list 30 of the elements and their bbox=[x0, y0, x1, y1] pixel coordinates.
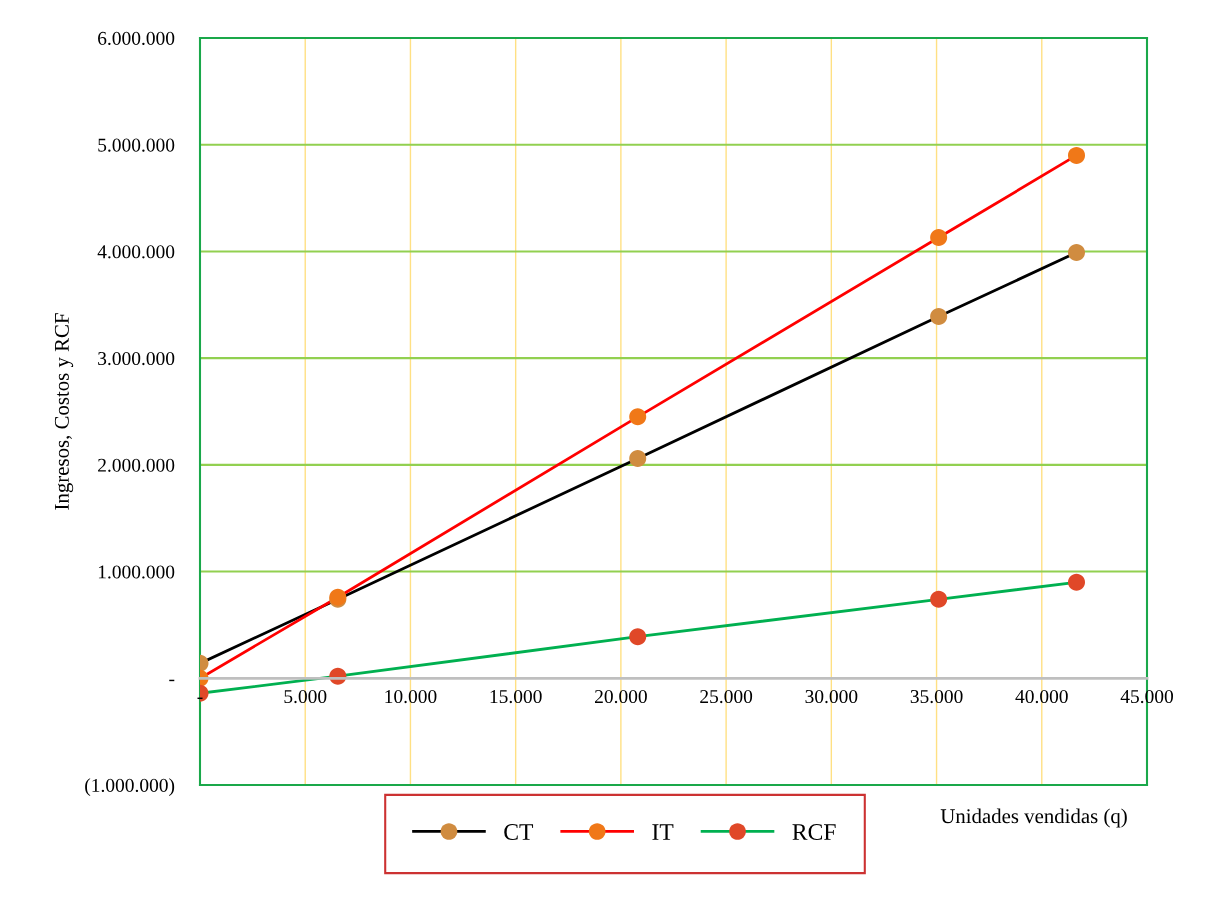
x-tick-label: 35.000 bbox=[910, 689, 963, 704]
y-tick-label: 4.000.000 bbox=[97, 245, 175, 259]
point bbox=[1068, 573, 1086, 591]
y-axis-title: Ingresos, Costos y RCF bbox=[54, 313, 74, 510]
point bbox=[930, 229, 948, 247]
point bbox=[1068, 243, 1086, 261]
legend-label: IT bbox=[652, 824, 674, 840]
y-tick-label: 1.000.000 bbox=[98, 565, 175, 579]
x-axis-title: Unidades vendidas (q) bbox=[940, 808, 1127, 828]
y-tick-label: 5.000.000 bbox=[98, 138, 175, 152]
point bbox=[629, 628, 647, 646]
x-tick-label: 25.000 bbox=[700, 689, 753, 704]
x-tick-label: 30.000 bbox=[805, 689, 858, 704]
legend-label: RCF bbox=[792, 824, 836, 840]
x-tick-label: 10.000 bbox=[385, 689, 437, 704]
y-tick-label: 6.000.000 bbox=[98, 31, 175, 46]
point bbox=[629, 408, 647, 426]
x-tick-label: 5.000 bbox=[284, 689, 327, 704]
x-tick-label: 40.000 bbox=[1015, 689, 1068, 704]
point bbox=[629, 449, 647, 467]
y-tick-label: - bbox=[169, 679, 175, 682]
x-tick-label: 15.000 bbox=[490, 689, 542, 704]
point bbox=[1068, 146, 1086, 164]
x-tick-label: 20.000 bbox=[595, 689, 647, 704]
point bbox=[930, 590, 948, 608]
point bbox=[930, 308, 948, 326]
legend-label: CT bbox=[504, 824, 534, 840]
y-tick-label: 2.000.000 bbox=[98, 458, 175, 472]
y-tick-label: (1.000.000) bbox=[85, 778, 175, 796]
y-tick-label: 3.000.000 bbox=[98, 351, 175, 366]
